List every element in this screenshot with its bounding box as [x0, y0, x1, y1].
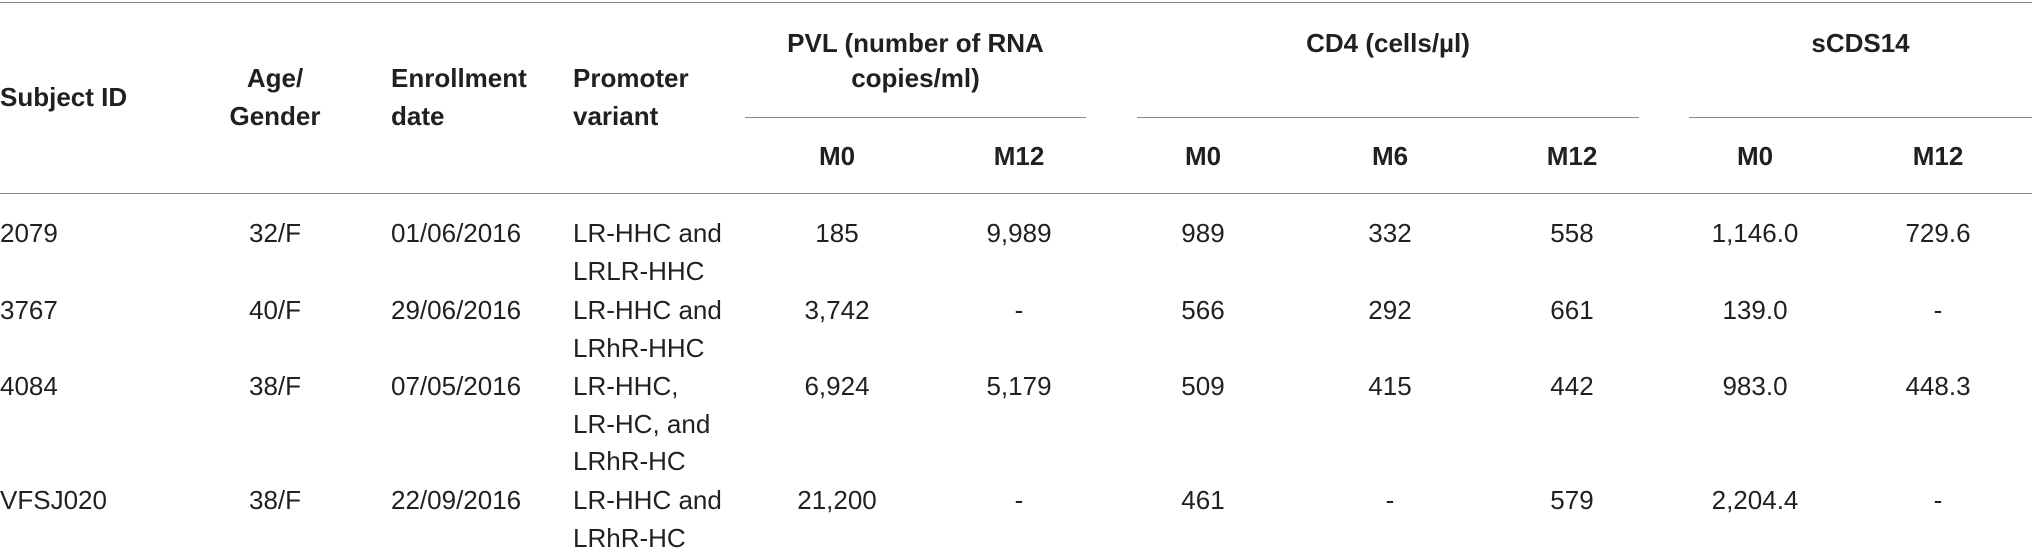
- group-rule: [1137, 117, 1639, 118]
- table-cell: LR-HHC,: [573, 371, 679, 401]
- table-cell: 5,179: [986, 371, 1052, 401]
- column-header: Age/: [246, 63, 304, 93]
- table-cell: 01/06/2016: [391, 218, 522, 248]
- table-cell: 558: [1550, 218, 1594, 248]
- table-cell: 29/06/2016: [391, 295, 522, 325]
- table-cell: -: [1014, 295, 1024, 325]
- table-cell: 442: [1550, 371, 1594, 401]
- table-cell: LRhR-HC: [573, 522, 686, 553]
- table-cell: LR-HHC and: [573, 295, 722, 325]
- column-header: date: [391, 100, 445, 131]
- sub-header: M0: [818, 141, 856, 171]
- group-rule: [745, 117, 1086, 118]
- table-cell: LR-HHC and: [573, 218, 722, 248]
- table-cell: 22/09/2016: [391, 485, 522, 515]
- table-cell: -: [1933, 295, 1943, 325]
- column-header: Promoter: [573, 63, 689, 93]
- column-header: Subject ID: [0, 82, 128, 112]
- sub-header: M0: [1736, 141, 1774, 171]
- table-cell: 983.0: [1722, 371, 1788, 401]
- top-rule: [0, 2, 2032, 3]
- sub-header: M0: [1184, 141, 1222, 171]
- table-cell: 2079: [0, 218, 58, 248]
- table-cell: LRhR-HHC: [573, 332, 705, 363]
- table-cell: 661: [1550, 295, 1594, 325]
- table-cell: 448.3: [1905, 371, 1971, 401]
- table-cell: LR-HHC and: [573, 485, 722, 515]
- table-cell: 1,146.0: [1711, 218, 1799, 248]
- table-cell: 729.6: [1905, 218, 1971, 248]
- table-cell: 415: [1368, 371, 1412, 401]
- sub-header: M12: [1912, 141, 1964, 171]
- group-header: CD4 (cells/µl): [1306, 28, 1470, 58]
- table-cell: -: [1933, 485, 1943, 515]
- table-cell: 9,989: [986, 218, 1052, 248]
- table-cell: 3,742: [804, 295, 870, 325]
- table-cell: -: [1014, 485, 1024, 515]
- group-header: PVL (number of RNA: [787, 28, 1044, 58]
- sub-header: M6: [1371, 141, 1409, 171]
- table-cell: 989: [1181, 218, 1225, 248]
- table-cell: 2,204.4: [1711, 485, 1799, 515]
- table-cell: 292: [1368, 295, 1412, 325]
- table-cell: VFSJ020: [0, 485, 107, 515]
- table-cell: 40/F: [248, 295, 302, 325]
- table-cell: 6,924: [804, 371, 870, 401]
- group-rule: [1689, 117, 2032, 118]
- table-cell: 185: [815, 218, 859, 248]
- table-cell: 332: [1368, 218, 1412, 248]
- sub-header: M12: [993, 141, 1045, 171]
- table-cell: 38/F: [248, 485, 302, 515]
- table-cell: LR-HC, and: [573, 408, 711, 439]
- header-rule: [0, 193, 2032, 194]
- table-cell: LRLR-HHC: [573, 255, 705, 286]
- table-cell: LRhR-HC: [573, 446, 686, 476]
- table-cell: 38/F: [248, 371, 302, 401]
- table-cell: 3767: [0, 295, 58, 325]
- group-header: sCDS14: [1811, 28, 1910, 58]
- table-cell: 32/F: [248, 218, 302, 248]
- table-cell: 579: [1550, 485, 1594, 515]
- column-header: Enrollment: [391, 63, 527, 93]
- table-cell: 21,200: [797, 485, 877, 515]
- table-cell: 566: [1181, 295, 1225, 325]
- table-cell: 139.0: [1722, 295, 1788, 325]
- group-header: copies/ml): [851, 63, 980, 93]
- sub-header: M12: [1546, 141, 1598, 171]
- table-cell: 4084: [0, 371, 58, 401]
- table-cell: 509: [1181, 371, 1225, 401]
- table-cell: 07/05/2016: [391, 371, 522, 401]
- table-cell: -: [1385, 485, 1395, 515]
- table-cell: 461: [1181, 485, 1225, 515]
- column-header: Gender: [229, 100, 321, 131]
- column-header: variant: [573, 100, 659, 131]
